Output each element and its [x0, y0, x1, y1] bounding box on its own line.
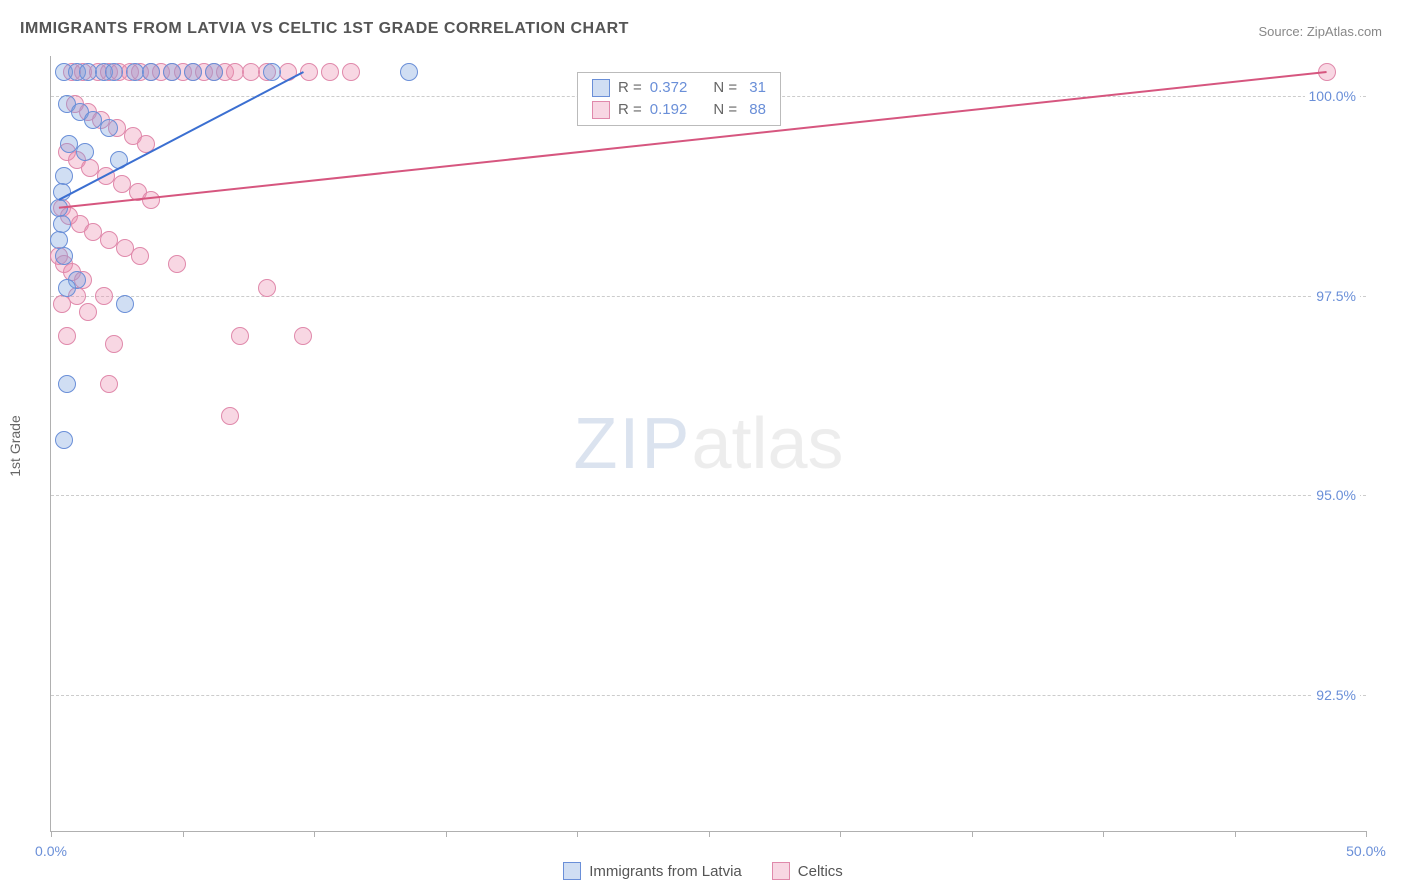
scatter-point-celtics — [258, 279, 276, 297]
x-tick — [183, 831, 184, 837]
scatter-point-celtics — [300, 63, 318, 81]
scatter-point-latvia — [100, 119, 118, 137]
stat-r-label: R = — [618, 101, 642, 118]
watermark: ZIPatlas — [573, 403, 843, 485]
x-tick-label: 0.0% — [35, 843, 67, 859]
scatter-point-celtics — [342, 63, 360, 81]
x-tick — [1103, 831, 1104, 837]
legend-item: Celtics — [772, 862, 843, 880]
scatter-point-celtics — [1318, 63, 1336, 81]
scatter-point-latvia — [58, 375, 76, 393]
gridline — [51, 296, 1366, 297]
scatter-point-latvia — [55, 431, 73, 449]
x-tick — [709, 831, 710, 837]
scatter-point-latvia — [163, 63, 181, 81]
scatter-point-celtics — [321, 63, 339, 81]
scatter-point-celtics — [294, 327, 312, 345]
watermark-right: atlas — [691, 404, 843, 484]
scatter-point-latvia — [110, 151, 128, 169]
stat-r-label: R = — [618, 79, 642, 96]
gridline — [51, 695, 1366, 696]
stat-n-label: N = — [713, 79, 737, 96]
trend-line-latvia — [59, 72, 304, 200]
scatter-point-latvia — [58, 279, 76, 297]
legend-swatch-icon — [772, 862, 790, 880]
x-tick-label: 50.0% — [1346, 843, 1386, 859]
scatter-point-latvia — [55, 167, 73, 185]
scatter-point-celtics — [131, 247, 149, 265]
stat-swatch-icon — [592, 101, 610, 119]
stat-r-value: 0.192 — [650, 101, 688, 118]
scatter-point-celtics — [79, 303, 97, 321]
stat-legend-box: R = 0.372 N = 31 R = 0.192 N = 88 — [577, 72, 781, 126]
legend-swatch-icon — [563, 862, 581, 880]
y-tick-label: 95.0% — [1312, 487, 1360, 503]
scatter-point-latvia — [55, 247, 73, 265]
scatter-point-celtics — [105, 335, 123, 353]
scatter-point-latvia — [205, 63, 223, 81]
stat-row: R = 0.192 N = 88 — [578, 99, 780, 121]
plot-area: ZIPatlas 92.5%95.0%97.5%100.0%0.0%50.0%R… — [50, 56, 1366, 832]
x-tick — [972, 831, 973, 837]
x-tick — [314, 831, 315, 837]
x-tick — [840, 831, 841, 837]
scatter-point-latvia — [53, 215, 71, 233]
stat-n-label: N = — [713, 101, 737, 118]
watermark-left: ZIP — [573, 404, 691, 484]
stat-n-value: 31 — [745, 79, 766, 96]
scatter-point-celtics — [53, 295, 71, 313]
source-label: Source: ZipAtlas.com — [1258, 24, 1382, 39]
x-tick — [577, 831, 578, 837]
scatter-point-latvia — [105, 63, 123, 81]
scatter-point-celtics — [137, 135, 155, 153]
scatter-point-latvia — [184, 63, 202, 81]
x-tick — [1235, 831, 1236, 837]
scatter-point-celtics — [58, 327, 76, 345]
legend-label: Celtics — [798, 863, 843, 880]
scatter-point-celtics — [95, 287, 113, 305]
chart-container: IMMIGRANTS FROM LATVIA VS CELTIC 1ST GRA… — [0, 0, 1406, 892]
scatter-point-celtics — [100, 375, 118, 393]
trend-lines — [51, 56, 1366, 831]
scatter-point-latvia — [400, 63, 418, 81]
y-tick-label: 92.5% — [1312, 687, 1360, 703]
scatter-point-latvia — [116, 295, 134, 313]
stat-n-value: 88 — [745, 101, 766, 118]
scatter-point-latvia — [263, 63, 281, 81]
bottom-legend: Immigrants from Latvia Celtics — [0, 862, 1406, 880]
y-tick-label: 97.5% — [1312, 288, 1360, 304]
y-axis-label: 1st Grade — [7, 415, 23, 476]
stat-swatch-icon — [592, 79, 610, 97]
scatter-point-latvia — [76, 143, 94, 161]
x-tick — [446, 831, 447, 837]
legend-item: Immigrants from Latvia — [563, 862, 742, 880]
scatter-point-celtics — [168, 255, 186, 273]
scatter-point-celtics — [279, 63, 297, 81]
y-tick-label: 100.0% — [1305, 88, 1360, 104]
legend-label: Immigrants from Latvia — [589, 863, 742, 880]
scatter-point-latvia — [53, 183, 71, 201]
gridline — [51, 495, 1366, 496]
stat-row: R = 0.372 N = 31 — [578, 77, 780, 99]
scatter-point-celtics — [142, 191, 160, 209]
stat-r-value: 0.372 — [650, 79, 688, 96]
x-tick — [51, 831, 52, 837]
scatter-point-latvia — [142, 63, 160, 81]
scatter-point-celtics — [221, 407, 239, 425]
chart-title: IMMIGRANTS FROM LATVIA VS CELTIC 1ST GRA… — [20, 20, 629, 38]
x-tick — [1366, 831, 1367, 837]
scatter-point-celtics — [231, 327, 249, 345]
